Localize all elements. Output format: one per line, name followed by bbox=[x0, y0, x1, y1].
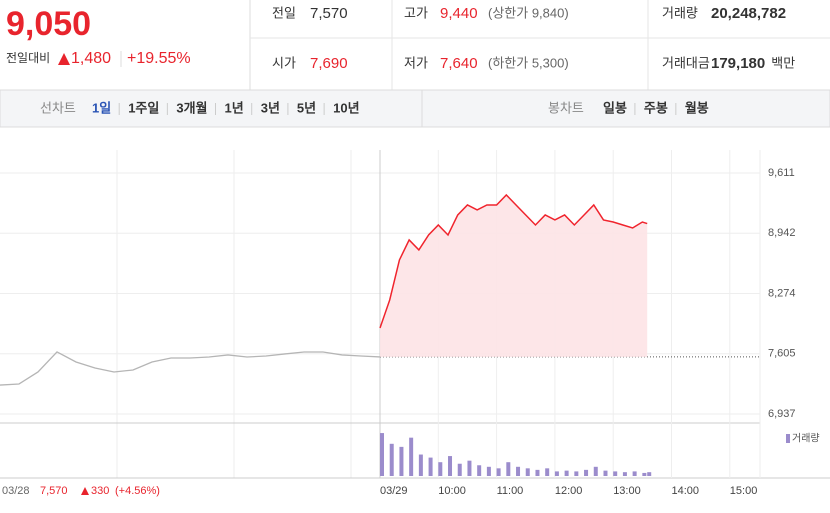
stat-value: 7,690 bbox=[310, 55, 348, 72]
chart: 6,937 7,605 8,274 8,942 9,611 03/29 10:00 11:00… bbox=[0, 150, 830, 497]
tab-bar: 선차트 1일 1주일 3개월 1년 3년 5년 10년 봉차트 일봉 주봉 월봉 bbox=[0, 89, 830, 128]
volume-bar bbox=[418, 454, 423, 476]
up-icon bbox=[58, 53, 70, 65]
volume-bar bbox=[409, 437, 414, 476]
x-tick-label: 10:00 bbox=[438, 485, 466, 497]
volume-bar bbox=[647, 472, 652, 476]
tab[interactable]: 10년 bbox=[333, 100, 359, 115]
prev-date: 03/28 bbox=[2, 485, 30, 497]
volume-bar bbox=[496, 468, 501, 476]
prev-change: 330 bbox=[91, 485, 109, 497]
stat-note: (하한가 5,300) bbox=[488, 55, 569, 70]
stat-label: 전일 bbox=[272, 5, 296, 20]
legend-label: 거래량 bbox=[792, 433, 820, 445]
volume-bar bbox=[603, 470, 608, 476]
volume-bar bbox=[389, 443, 394, 476]
volume-bar bbox=[622, 472, 627, 476]
volume-bar bbox=[477, 465, 482, 476]
volume-bar bbox=[399, 446, 404, 476]
price-line bbox=[379, 193, 648, 329]
tab[interactable]: 1주일 bbox=[128, 100, 159, 115]
volume-bar bbox=[506, 462, 511, 476]
volume-bar bbox=[584, 469, 589, 476]
volume-bar bbox=[593, 466, 598, 476]
stat-note: (상한가 9,840) bbox=[488, 5, 569, 20]
stat-value: 9,440 bbox=[440, 5, 478, 22]
volume-bar bbox=[525, 468, 530, 476]
legend-swatch bbox=[786, 434, 790, 443]
x-tick-label: 12:00 bbox=[555, 485, 583, 497]
y-tick-label: 8,942 bbox=[768, 227, 796, 239]
stat-value: 7,570 bbox=[310, 5, 348, 22]
volume-bar bbox=[535, 469, 540, 476]
y-tick-label: 8,274 bbox=[768, 287, 796, 299]
previous-day-line bbox=[0, 351, 381, 386]
volume-bar bbox=[545, 468, 550, 476]
volume-bar bbox=[467, 460, 472, 476]
volume-bar bbox=[554, 471, 559, 476]
stat-unit: 백만 bbox=[771, 55, 795, 70]
volume-bar bbox=[574, 471, 579, 476]
volume-bar bbox=[642, 472, 647, 476]
stat-label: 거래대금 bbox=[662, 55, 710, 70]
x-tick-label: 15:00 bbox=[730, 485, 758, 497]
volume-bar bbox=[457, 463, 462, 476]
tab[interactable]: 1년 bbox=[225, 100, 244, 115]
footer: 03/28 7,570 330 (+4.56%) bbox=[2, 485, 160, 497]
x-tick-label: 13:00 bbox=[613, 485, 641, 497]
tab[interactable]: 1일 bbox=[92, 100, 111, 115]
volume-bar bbox=[632, 471, 637, 476]
stat-value: 179,180 bbox=[711, 55, 765, 72]
volume-bar bbox=[438, 462, 443, 476]
tab[interactable]: 월봉 bbox=[685, 100, 709, 115]
volume-bar bbox=[380, 433, 384, 476]
change-pct: +19.55% bbox=[127, 50, 191, 67]
stat-label: 고가 bbox=[404, 5, 428, 20]
volume-bar bbox=[613, 471, 618, 476]
up-icon bbox=[81, 487, 89, 495]
tab[interactable]: 5년 bbox=[297, 100, 316, 115]
x-tick-label: 03/29 bbox=[380, 485, 408, 497]
prev-close: 7,570 bbox=[40, 485, 68, 497]
x-tick-label: 11:00 bbox=[497, 485, 524, 497]
x-tick-label: 14:00 bbox=[672, 485, 700, 497]
tab[interactable]: 일봉 bbox=[603, 100, 627, 115]
volume-bar bbox=[516, 466, 521, 476]
tab[interactable]: 주봉 bbox=[644, 100, 668, 115]
volume-bar bbox=[564, 470, 569, 476]
stat-label: 거래량 bbox=[662, 5, 698, 20]
tab-group-label: 봉차트 bbox=[548, 100, 584, 115]
volume-bar bbox=[486, 466, 491, 476]
stat-label: 시가 bbox=[272, 55, 296, 70]
stat-value: 7,640 bbox=[440, 55, 478, 72]
tab[interactable]: 3년 bbox=[261, 100, 280, 115]
tab[interactable]: 3개월 bbox=[176, 100, 207, 115]
price-area bbox=[380, 194, 648, 357]
change: 1,480 bbox=[71, 50, 111, 67]
y-tick-label: 6,937 bbox=[768, 408, 796, 420]
header: 9,050 전일대비 1,480 +19.55% 전일 7,570 고가 9,440 (… bbox=[6, 0, 830, 90]
tab-group-label: 선차트 bbox=[40, 100, 76, 115]
y-tick-label: 7,605 bbox=[768, 348, 796, 360]
stat-value: 20,248,782 bbox=[711, 5, 786, 22]
y-tick-label: 9,611 bbox=[768, 167, 795, 179]
price: 9,050 bbox=[6, 5, 91, 43]
volume-bar bbox=[428, 457, 433, 476]
change-label: 전일대비 bbox=[6, 51, 50, 65]
volume-bar bbox=[448, 456, 453, 476]
stat-label: 저가 bbox=[404, 55, 428, 70]
prev-change-pct: (+4.56%) bbox=[115, 485, 160, 497]
